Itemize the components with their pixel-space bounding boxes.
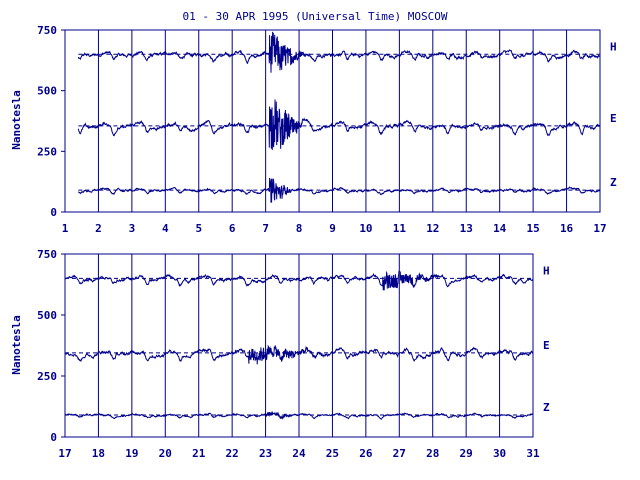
series-line-z [77, 177, 601, 203]
y-tick-label: 750 [37, 24, 57, 37]
x-tick-label: 15 [527, 222, 540, 235]
x-tick-label: 22 [226, 447, 239, 460]
y-tick-label: 0 [50, 431, 57, 444]
x-tick-label: 17 [58, 447, 71, 460]
x-tick-label: 19 [125, 447, 138, 460]
x-tick-label: 28 [426, 447, 439, 460]
x-tick-label: 9 [329, 222, 336, 235]
series-label-e: E [610, 112, 617, 125]
y-axis-label: Nanotesla [10, 90, 23, 150]
x-tick-label: 8 [296, 222, 303, 235]
x-tick-label: 5 [195, 222, 202, 235]
x-tick-label: 21 [192, 447, 206, 460]
x-tick-label: 25 [326, 447, 339, 460]
x-tick-label: 11 [393, 222, 407, 235]
y-tick-label: 250 [37, 370, 57, 383]
series-line-e [77, 99, 601, 150]
series-label-z: Z [610, 176, 617, 189]
x-tick-label: 18 [92, 447, 105, 460]
x-tick-label: 26 [359, 447, 373, 460]
series-line-h [64, 270, 534, 291]
series-label-e: E [543, 339, 550, 352]
x-tick-label: 24 [292, 447, 306, 460]
panel-top: 1 2 3 4 5 6 7 8 9 10 11 12 13 14 15 16 170250500750Nanot… [10, 24, 617, 235]
series-label-h: H [610, 40, 617, 53]
x-tick-label: 13 [460, 222, 473, 235]
panel-bottom: 17 18 19 20 21 22 23 24 25 26 27 28 29 30 31 0 250 500 750… [10, 248, 550, 460]
x-tick-label: 4 [162, 222, 169, 235]
series-label-z: Z [543, 401, 550, 414]
x-tick-label: 3 [129, 222, 136, 235]
x-tick-label: 23 [259, 447, 272, 460]
y-tick-label: 250 [37, 145, 57, 158]
x-tick-label: 29 [460, 447, 473, 460]
series-line-z [64, 411, 534, 420]
y-tick-label: 500 [37, 309, 57, 322]
y-axis-label: Nanotesla [10, 315, 23, 375]
y-tick-label: 750 [37, 248, 57, 261]
x-tick-label: 20 [159, 447, 172, 460]
x-tick-label: 30 [493, 447, 506, 460]
series-line-e [64, 344, 534, 365]
x-tick-label: 6 [229, 222, 236, 235]
x-tick-label: 31 [526, 447, 540, 460]
chart-title: 01 - 30 APR 1995 (Universal Time) MOSCOW [183, 10, 448, 23]
x-tick-label: 10 [359, 222, 372, 235]
x-tick-label: 27 [393, 447, 406, 460]
x-tick-label: 1 [62, 222, 69, 235]
x-tick-label: 12 [426, 222, 439, 235]
series-label-h: H [543, 264, 550, 277]
x-tick-label: 7 [262, 222, 269, 235]
x-tick-label: 16 [560, 222, 574, 235]
x-tick-label: 17 [593, 222, 606, 235]
y-tick-label: 0 [50, 206, 57, 219]
x-tick-label: 2 [95, 222, 102, 235]
x-tick-label: 14 [493, 222, 507, 235]
series-line-h [77, 31, 601, 73]
y-tick-label: 500 [37, 85, 57, 98]
